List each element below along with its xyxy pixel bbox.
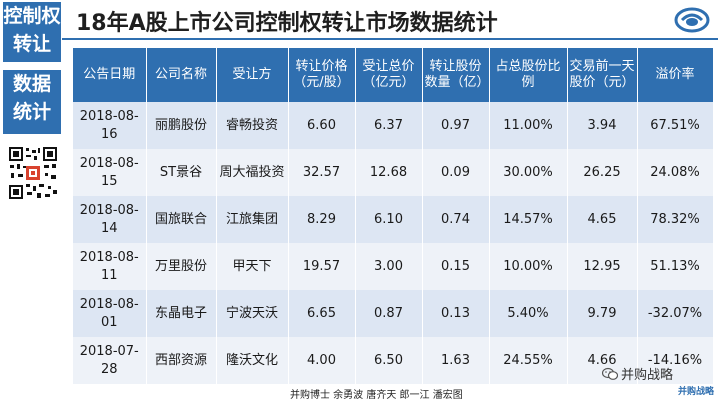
- cell-price: 8.29: [288, 196, 356, 243]
- table-row: 2018-08-16 丽鹏股份 睿畅投资 6.60 6.37 0.97 11.0…: [73, 102, 714, 149]
- table-row: 2018-08-15 ST景谷 周大福投资 32.57 12.68 0.09 3…: [73, 149, 714, 196]
- cell-transferee: 甲天下: [216, 243, 289, 290]
- cell-ratio: 14.57%: [489, 196, 568, 243]
- col-header-transferee: 受让方: [216, 48, 289, 102]
- cell-transferee: 江旅集团: [216, 196, 289, 243]
- cell-company: ST景谷: [146, 149, 217, 196]
- cell-date: 2018-08-16: [73, 102, 147, 149]
- col-header-price: 转让价格（元/股）: [288, 48, 356, 102]
- table-row: 2018-07-28 西部资源 隆沃文化 4.00 6.50 1.63 24.5…: [73, 337, 714, 384]
- cell-total: 6.37: [355, 102, 423, 149]
- cell-transferee: 隆沃文化: [216, 337, 289, 384]
- table-row: 2018-08-14 国旅联合 江旅集团 8.29 6.10 0.74 14.5…: [73, 196, 714, 243]
- brand-logo: 并购战略: [677, 387, 714, 397]
- cell-premium: 78.32%: [637, 196, 714, 243]
- cell-prev-price: 3.94: [567, 102, 638, 149]
- swirl-logo-icon: [674, 7, 710, 33]
- cell-date: 2018-08-01: [73, 290, 147, 337]
- cell-company: 丽鹏股份: [146, 102, 217, 149]
- title-bar: 18年A股上市公司控制权转让市场数据统计: [62, 2, 718, 40]
- cell-ratio: 10.00%: [489, 243, 568, 290]
- side-tag-2-line2: 统计: [12, 101, 51, 123]
- cell-shares: 0.74: [422, 196, 490, 243]
- col-header-total: 受让总价（亿元）: [355, 48, 423, 102]
- cell-premium: -32.07%: [637, 290, 714, 337]
- wechat-icon: [602, 367, 618, 380]
- cell-company: 万里股份: [146, 243, 217, 290]
- transfer-data-table: 公告日期 公司名称 受让方 转让价格（元/股） 受让总价（亿元） 转让股份数量（…: [73, 48, 714, 384]
- cell-price: 4.00: [288, 337, 356, 384]
- side-tag-1-line2: 转让: [12, 33, 51, 55]
- col-header-shares: 转让股份数量（亿）: [422, 48, 490, 102]
- cell-ratio: 30.00%: [489, 149, 568, 196]
- cell-price: 6.65: [288, 290, 356, 337]
- cell-prev-price: 9.79: [567, 290, 638, 337]
- cell-shares: 1.63: [422, 337, 490, 384]
- cell-ratio: 5.40%: [489, 290, 568, 337]
- cell-premium: 67.51%: [637, 102, 714, 149]
- side-tag-control-transfer: 控制权 转让: [3, 2, 61, 62]
- cell-company: 东晶电子: [146, 290, 217, 337]
- table-header-row: 公告日期 公司名称 受让方 转让价格（元/股） 受让总价（亿元） 转让股份数量（…: [73, 48, 714, 102]
- table-row: 2018-08-01 东晶电子 宁波天沃 6.65 0.87 0.13 5.40…: [73, 290, 714, 337]
- col-header-company: 公司名称: [146, 48, 217, 102]
- col-header-premium: 溢价率: [637, 48, 714, 102]
- col-header-prev-price: 交易前一天股价（元）: [567, 48, 638, 102]
- cell-prev-price: 12.95: [567, 243, 638, 290]
- cell-total: 3.00: [355, 243, 423, 290]
- wechat-label: 并购战略: [621, 368, 674, 383]
- cell-total: 6.10: [355, 196, 423, 243]
- cell-premium: -14.16%: [637, 337, 714, 384]
- page-title: 18年A股上市公司控制权转让市场数据统计: [76, 11, 498, 36]
- cell-premium: 24.08%: [637, 149, 714, 196]
- qr-code-icon: [8, 146, 58, 200]
- cell-shares: 0.13: [422, 290, 490, 337]
- cell-date: 2018-08-11: [73, 243, 147, 290]
- table-row: 2018-08-11 万里股份 甲天下 19.57 3.00 0.15 10.0…: [73, 243, 714, 290]
- cell-prev-price: 4.65: [567, 196, 638, 243]
- cell-prev-price: 26.25: [567, 149, 638, 196]
- cell-prev-price: 4.66: [567, 337, 638, 384]
- cell-date: 2018-08-15: [73, 149, 147, 196]
- side-tag-1-line1: 控制权: [3, 5, 61, 27]
- side-tag-2-line1: 数据: [12, 73, 51, 95]
- col-header-date: 公告日期: [73, 48, 147, 102]
- col-header-ratio: 占总股份比例: [489, 48, 568, 102]
- cell-ratio: 11.00%: [489, 102, 568, 149]
- cell-transferee: 周大福投资: [216, 149, 289, 196]
- cell-shares: 0.09: [422, 149, 490, 196]
- cell-premium: 51.13%: [637, 243, 714, 290]
- cell-price: 6.60: [288, 102, 356, 149]
- cell-ratio: 24.55%: [489, 337, 568, 384]
- cell-price: 32.57: [288, 149, 356, 196]
- footer-credits: 并购博士 余勇波 唐齐天 郎一江 潘宏图: [290, 390, 463, 401]
- cell-total: 12.68: [355, 149, 423, 196]
- cell-total: 6.50: [355, 337, 423, 384]
- cell-date: 2018-08-14: [73, 196, 147, 243]
- cell-transferee: 宁波天沃: [216, 290, 289, 337]
- wechat-watermark: 并购战略: [602, 364, 682, 383]
- cell-company: 国旅联合: [146, 196, 217, 243]
- cell-shares: 0.15: [422, 243, 490, 290]
- cell-date: 2018-07-28: [73, 337, 147, 384]
- cell-shares: 0.97: [422, 102, 490, 149]
- cell-company: 西部资源: [146, 337, 217, 384]
- cell-price: 19.57: [288, 243, 356, 290]
- cell-transferee: 睿畅投资: [216, 102, 289, 149]
- cell-total: 0.87: [355, 290, 423, 337]
- side-tag-data-stats: 数据 统计: [3, 70, 61, 134]
